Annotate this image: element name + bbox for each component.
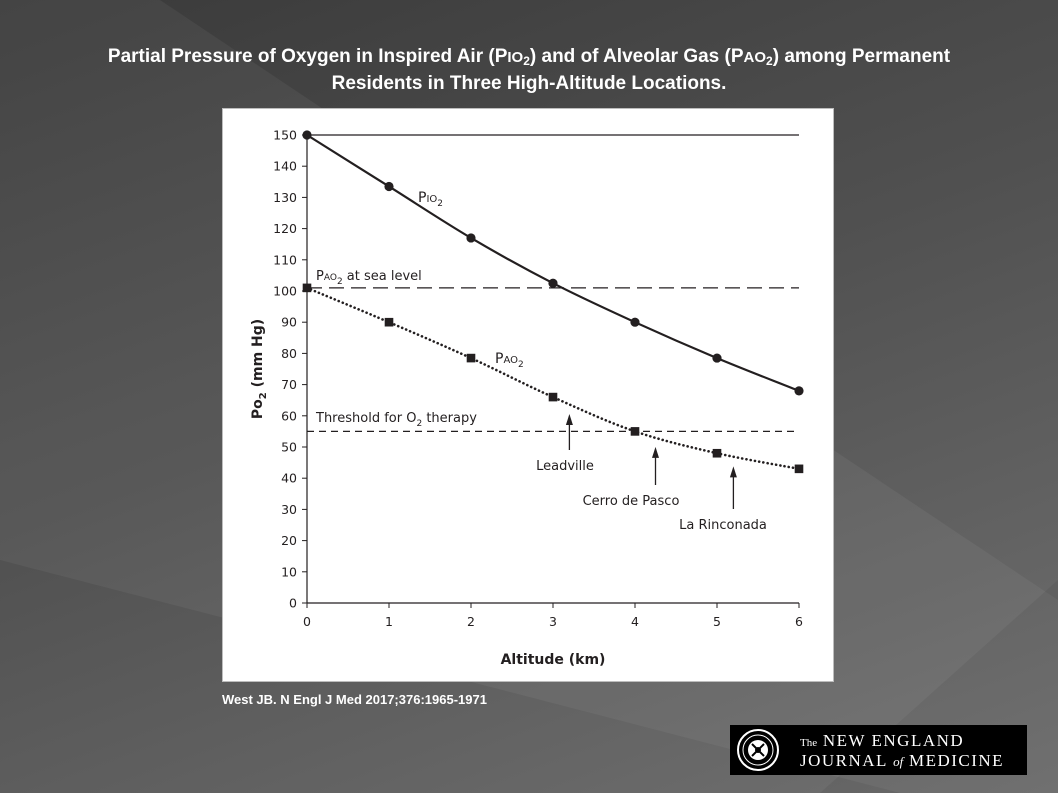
marker-PAO2 bbox=[384, 317, 394, 327]
marker-PAO2 bbox=[302, 283, 312, 293]
y-tick-label: 130 bbox=[273, 190, 297, 205]
pao2-label-main: P bbox=[495, 351, 503, 367]
x-tick-label: 0 bbox=[303, 614, 311, 629]
x-tick-label: 6 bbox=[795, 614, 803, 629]
location-arrows bbox=[565, 413, 737, 509]
series-layer bbox=[302, 130, 804, 474]
pio2-label-sub: 2 bbox=[437, 199, 443, 209]
y-tick-label: 10 bbox=[281, 564, 297, 579]
y-tick-label: 50 bbox=[281, 440, 297, 455]
oxygen-altitude-chart: 0 10 20 30 40 50 60 70 80 90 100 110 120 130 140 150 0 1… bbox=[250, 128, 804, 668]
x-tick-label: 5 bbox=[713, 614, 721, 629]
pao2-label-sub: 2 bbox=[518, 360, 524, 370]
x-tick-label: 4 bbox=[631, 614, 639, 629]
y-tick-label: 150 bbox=[273, 128, 297, 143]
pao2-label-sc: AO bbox=[503, 355, 518, 366]
title-part2: ) and of Alveolar Gas (P bbox=[529, 46, 744, 67]
threshold-label-main: Threshold for O bbox=[315, 411, 416, 426]
y-tick-label: 140 bbox=[273, 159, 297, 174]
logo-journal: JOURNAL bbox=[800, 751, 888, 770]
y-axis-label-unit: (mm Hg) bbox=[250, 319, 266, 392]
threshold-label-sub: 2 bbox=[416, 419, 422, 429]
chart-panel: 0 10 20 30 40 50 60 70 80 90 100 110 120 130 140 150 0 1… bbox=[222, 108, 834, 682]
y-tick-label: 90 bbox=[281, 315, 297, 330]
marker-PIO2 bbox=[302, 130, 312, 140]
series-label-pao2: PAO2 bbox=[495, 351, 524, 370]
marker-PIO2 bbox=[548, 278, 558, 288]
logo-line2: JOURNAL of MEDICINE bbox=[800, 751, 1004, 771]
pio2-label-main: P bbox=[418, 190, 426, 206]
sea-level-label-rest: at sea level bbox=[343, 269, 422, 284]
title-part1: Partial Pressure of Oxygen in Inspired A… bbox=[107, 46, 508, 67]
y-tick-label: 40 bbox=[281, 471, 297, 486]
y-axis-label-main: Po bbox=[250, 399, 266, 419]
pio2-label-sc: IO bbox=[426, 194, 437, 205]
nejm-logo: The NEW ENGLAND JOURNAL of MEDICINE bbox=[730, 725, 1027, 775]
sea-level-label: PAO2 at sea level bbox=[316, 269, 422, 287]
marker-PIO2 bbox=[384, 181, 394, 192]
y-tick-label: 110 bbox=[273, 252, 297, 267]
x-tick-label: 1 bbox=[385, 614, 393, 629]
arrow-head bbox=[565, 413, 573, 425]
marker-PAO2 bbox=[794, 464, 804, 474]
marker-PAO2 bbox=[548, 392, 558, 402]
arrow-head bbox=[729, 466, 737, 478]
x-axis-label: Altitude (km) bbox=[501, 652, 606, 668]
title-pao-subscript: 2 bbox=[766, 54, 773, 68]
marker-PIO2 bbox=[712, 353, 722, 363]
sea-level-label-sc: AO bbox=[324, 273, 337, 283]
annotation-cerro-de-pasco: Cerro de Pasco bbox=[583, 494, 680, 509]
slide-title: Partial Pressure of Oxygen in Inspired A… bbox=[40, 44, 1018, 97]
x-tick-label: 3 bbox=[549, 614, 557, 629]
logo-the: The bbox=[800, 737, 818, 749]
x-ticks: 0 1 2 3 4 5 6 bbox=[303, 603, 803, 629]
nejm-seal-icon bbox=[737, 729, 779, 771]
logo-line1: The NEW ENGLAND bbox=[800, 731, 964, 751]
title-pio-subscript: 2 bbox=[523, 54, 530, 68]
y-axis-label: Po2 (mm Hg) bbox=[250, 319, 269, 419]
reference-lines bbox=[307, 134, 799, 432]
marker-PAO2 bbox=[466, 353, 476, 363]
marker-PIO2 bbox=[630, 317, 640, 327]
logo-medicine: MEDICINE bbox=[908, 751, 1005, 770]
logo-new-england: NEW ENGLAND bbox=[822, 731, 965, 750]
y-axis-label-sub: 2 bbox=[258, 392, 269, 399]
y-tick-label: 60 bbox=[281, 408, 297, 423]
annotation-la-rinconada: La Rinconada bbox=[679, 518, 767, 533]
y-tick-label: 100 bbox=[273, 284, 297, 299]
series-label-pio2: PIO2 bbox=[418, 190, 443, 209]
title-part3: ) among Permanent bbox=[772, 46, 951, 67]
title-pio-smallcaps: IO bbox=[507, 49, 524, 66]
marker-PAO2 bbox=[630, 427, 640, 436]
title-line2: Residents in Three High-Altitude Locatio… bbox=[331, 73, 727, 94]
y-ticks: 0 10 20 30 40 50 60 70 80 90 100 110 120 130 140 150 bbox=[273, 128, 307, 611]
y-tick-label: 30 bbox=[281, 502, 297, 517]
marker-PIO2 bbox=[794, 386, 804, 396]
series-line-PAO2 bbox=[305, 286, 801, 471]
arrow-head bbox=[652, 446, 659, 458]
y-tick-label: 80 bbox=[281, 346, 297, 361]
annotation-leadville: Leadville bbox=[536, 459, 594, 474]
marker-PAO2 bbox=[712, 448, 722, 458]
threshold-label-rest: therapy bbox=[422, 411, 477, 426]
threshold-label: Threshold for O2 therapy bbox=[315, 411, 477, 429]
sea-level-label-sub: 2 bbox=[337, 277, 343, 287]
sea-level-label-main: P bbox=[316, 269, 324, 284]
y-tick-label: 120 bbox=[273, 221, 297, 236]
x-tick-label: 2 bbox=[467, 614, 475, 629]
marker-PIO2 bbox=[466, 233, 476, 243]
y-tick-label: 0 bbox=[289, 596, 297, 611]
y-tick-label: 20 bbox=[281, 533, 297, 548]
citation: West JB. N Engl J Med 2017;376:1965-1971 bbox=[222, 692, 487, 707]
title-pao-smallcaps: AO bbox=[743, 49, 767, 66]
logo-of: of bbox=[893, 754, 904, 769]
y-tick-label: 70 bbox=[281, 377, 297, 392]
series-line-PIO2 bbox=[306, 134, 800, 392]
